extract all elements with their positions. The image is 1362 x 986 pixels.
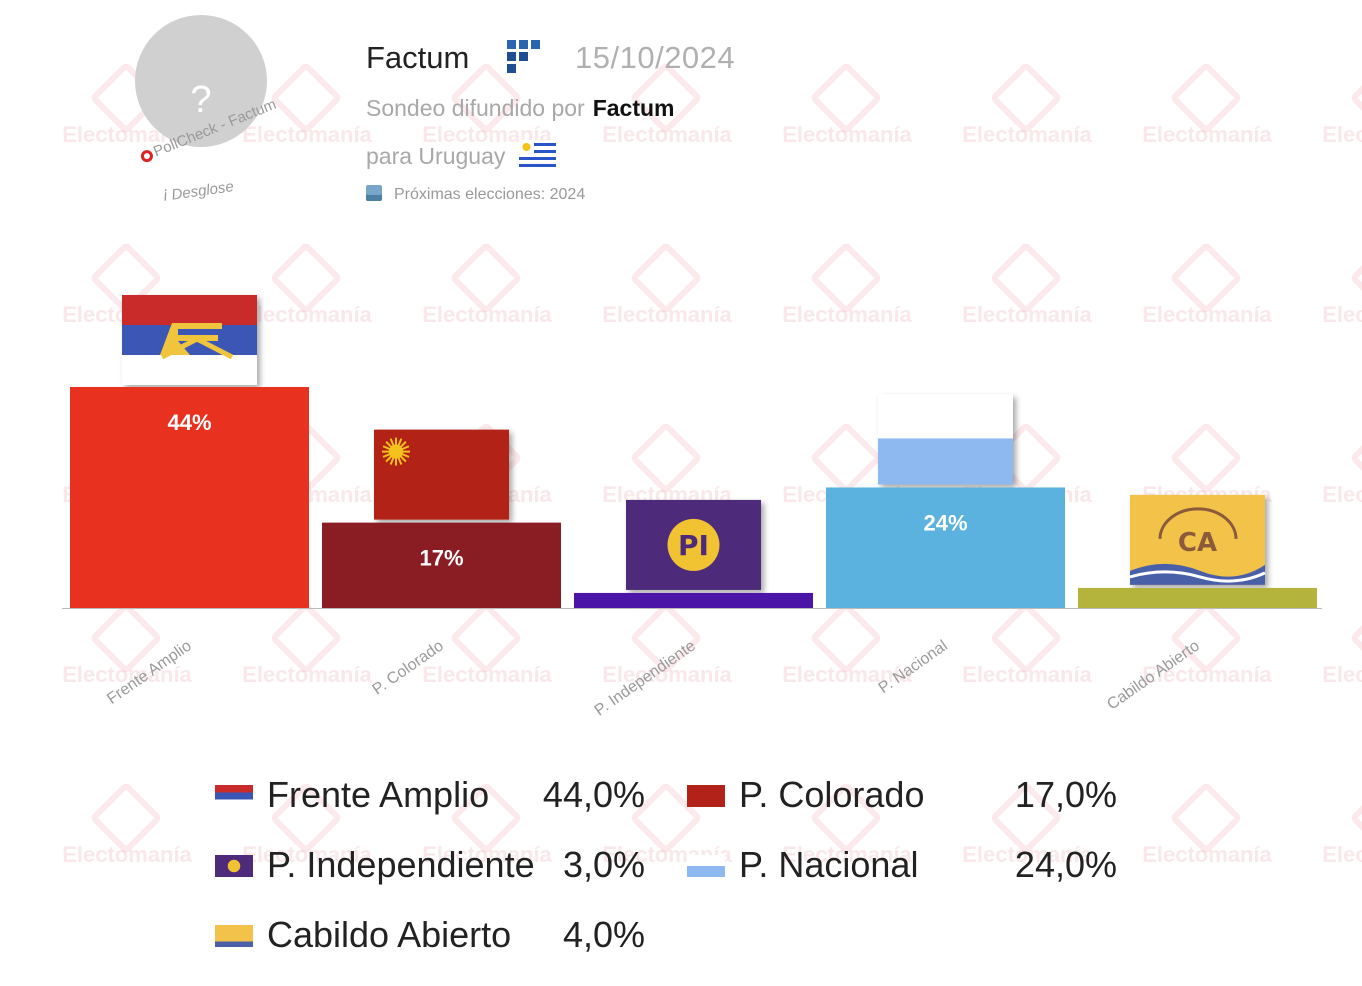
legend-swatch-icon [215, 925, 253, 947]
legend-value: 4,0% [562, 914, 645, 955]
legend-item: P. Independiente 3,0% [215, 840, 645, 890]
legend-value: 24,0% [1014, 844, 1117, 885]
poll-header: ? PollCheck - Factum ⅰ Desglose Factum 1… [0, 0, 1362, 230]
bar-value-label: 24% [923, 510, 967, 535]
ca-logo-icon: CA [1129, 494, 1266, 585]
blue-white-flag-icon [878, 394, 1013, 485]
legend-swatch-icon [687, 785, 725, 807]
legend-swatch-icon [215, 855, 253, 877]
sun-flag-icon [374, 429, 509, 520]
legend-name: P. Independiente [267, 844, 535, 885]
svg-text:PI: PI [678, 529, 709, 562]
pollster-avatar[interactable]: ? [135, 15, 267, 147]
legend-item: Frente Amplio 44,0% [215, 770, 645, 820]
x-tick-label: P. Nacional [876, 637, 951, 697]
x-tick-label: Frente Amplio [104, 637, 195, 708]
legend-swatch-icon [215, 785, 253, 807]
bar [70, 387, 309, 608]
svg-text:CA: CA [1178, 528, 1217, 558]
sondeo-line: Sondeo difundido por Factum [366, 95, 674, 122]
next-election-label: Próximas elecciones: 2024 [394, 186, 586, 203]
pollster-name: Factum [366, 40, 470, 75]
bar [826, 487, 1065, 608]
bar [322, 522, 561, 608]
legend-name: Cabildo Abierto [267, 914, 512, 955]
bar [1078, 587, 1317, 608]
sondeo-pollster[interactable]: Factum [592, 95, 675, 121]
legend-value: 44,0% [542, 774, 645, 815]
sondeo-prefix: Sondeo difundido por [366, 95, 585, 121]
bar [574, 592, 813, 608]
legend-item: P. Colorado 17,0% [687, 770, 1117, 820]
legend: Frente Amplio 44,0% P. Colorado 17,0% P. Ind… [0, 760, 1362, 980]
next-election: Próximas elecciones: 2024 [366, 185, 585, 204]
x-tick-label: Cabildo Abierto [1104, 637, 1203, 713]
legend-value: 3,0% [562, 844, 645, 885]
desglose-label: Desglose [170, 178, 235, 204]
legend-value: 17,0% [1014, 774, 1117, 815]
legend-item: Cabildo Abierto 4,0% [215, 910, 645, 960]
x-tick-label: P. Colorado [370, 637, 447, 698]
legend-name: P. Nacional [739, 844, 919, 885]
legend-name: Frente Amplio [267, 774, 490, 815]
poll-bar-chart: PI CA 44% 17% 24% Frente Amplio P. Colorado P… [62, 295, 1322, 719]
frente-amplio-flag-icon [122, 295, 257, 385]
ballot-box-icon [366, 185, 382, 201]
legend-name: P. Colorado [739, 774, 925, 815]
legend-swatch-icon [687, 855, 725, 877]
desglose-link[interactable]: ⅰ Desglose [162, 178, 235, 205]
country-line: para Uruguay [366, 143, 506, 169]
factum-logo-icon [507, 40, 540, 73]
bar-value-label: 17% [419, 546, 463, 571]
x-tick-label: P. Independiente [592, 637, 699, 719]
pi-logo-icon: PI [626, 499, 761, 590]
bar-value-label: 44% [167, 410, 211, 435]
poll-date: 15/10/2024 [575, 40, 736, 75]
uruguay-flag-icon [519, 140, 556, 168]
legend-item: P. Nacional 24,0% [687, 840, 1117, 890]
